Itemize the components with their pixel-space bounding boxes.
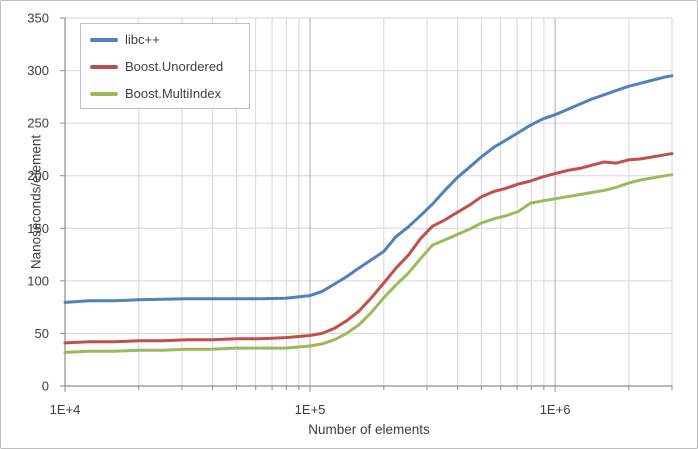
tick-labels: 0 50 100 150 200 250 300 350 1E+4 1E+5 1E+6 [27, 11, 570, 418]
y-axis-title: Nanoseconds/element [28, 134, 44, 270]
y-tick-label: 100 [27, 273, 49, 288]
x-tick-label: 1E+6 [540, 402, 571, 417]
series-lines [63, 74, 674, 354]
boost-unordered-line-swatch [90, 64, 118, 69]
x-tick-label: 1E+5 [295, 402, 326, 417]
boost-multiindex-line-swatch [90, 91, 118, 96]
y-tick-label: 0 [42, 379, 49, 394]
series-line-Boost.MultiIndex [63, 173, 674, 354]
series-line-Boost.Unordered [63, 152, 674, 345]
legend: libc++ Boost.Unordered Boost.MultiIndex [80, 23, 250, 109]
y-tick-label: 250 [27, 116, 49, 131]
legend-label-boost-multiindex: Boost.MultiIndex [125, 86, 222, 101]
legend-item-boost-unordered: Boost.Unordered [81, 53, 249, 80]
legend-item-libcpp: libc++ [81, 26, 249, 53]
legend-item-boost-multiindex: Boost.MultiIndex [81, 80, 249, 107]
legend-label-boost-unordered: Boost.Unordered [125, 59, 224, 74]
y-tick-label: 200 [27, 168, 49, 183]
x-axis-title: Number of elements [308, 422, 430, 437]
libcpp-line-swatch [90, 37, 118, 42]
axes [60, 17, 673, 392]
y-tick-label: 50 [35, 326, 49, 341]
legend-label-libcpp: libc++ [125, 32, 160, 47]
series-line-libc++ [63, 74, 674, 304]
y-tick-label: 350 [27, 11, 49, 26]
y-tick-label: 150 [27, 221, 49, 236]
x-tick-label: 1E+4 [50, 402, 81, 417]
y-tick-label: 300 [27, 63, 49, 78]
